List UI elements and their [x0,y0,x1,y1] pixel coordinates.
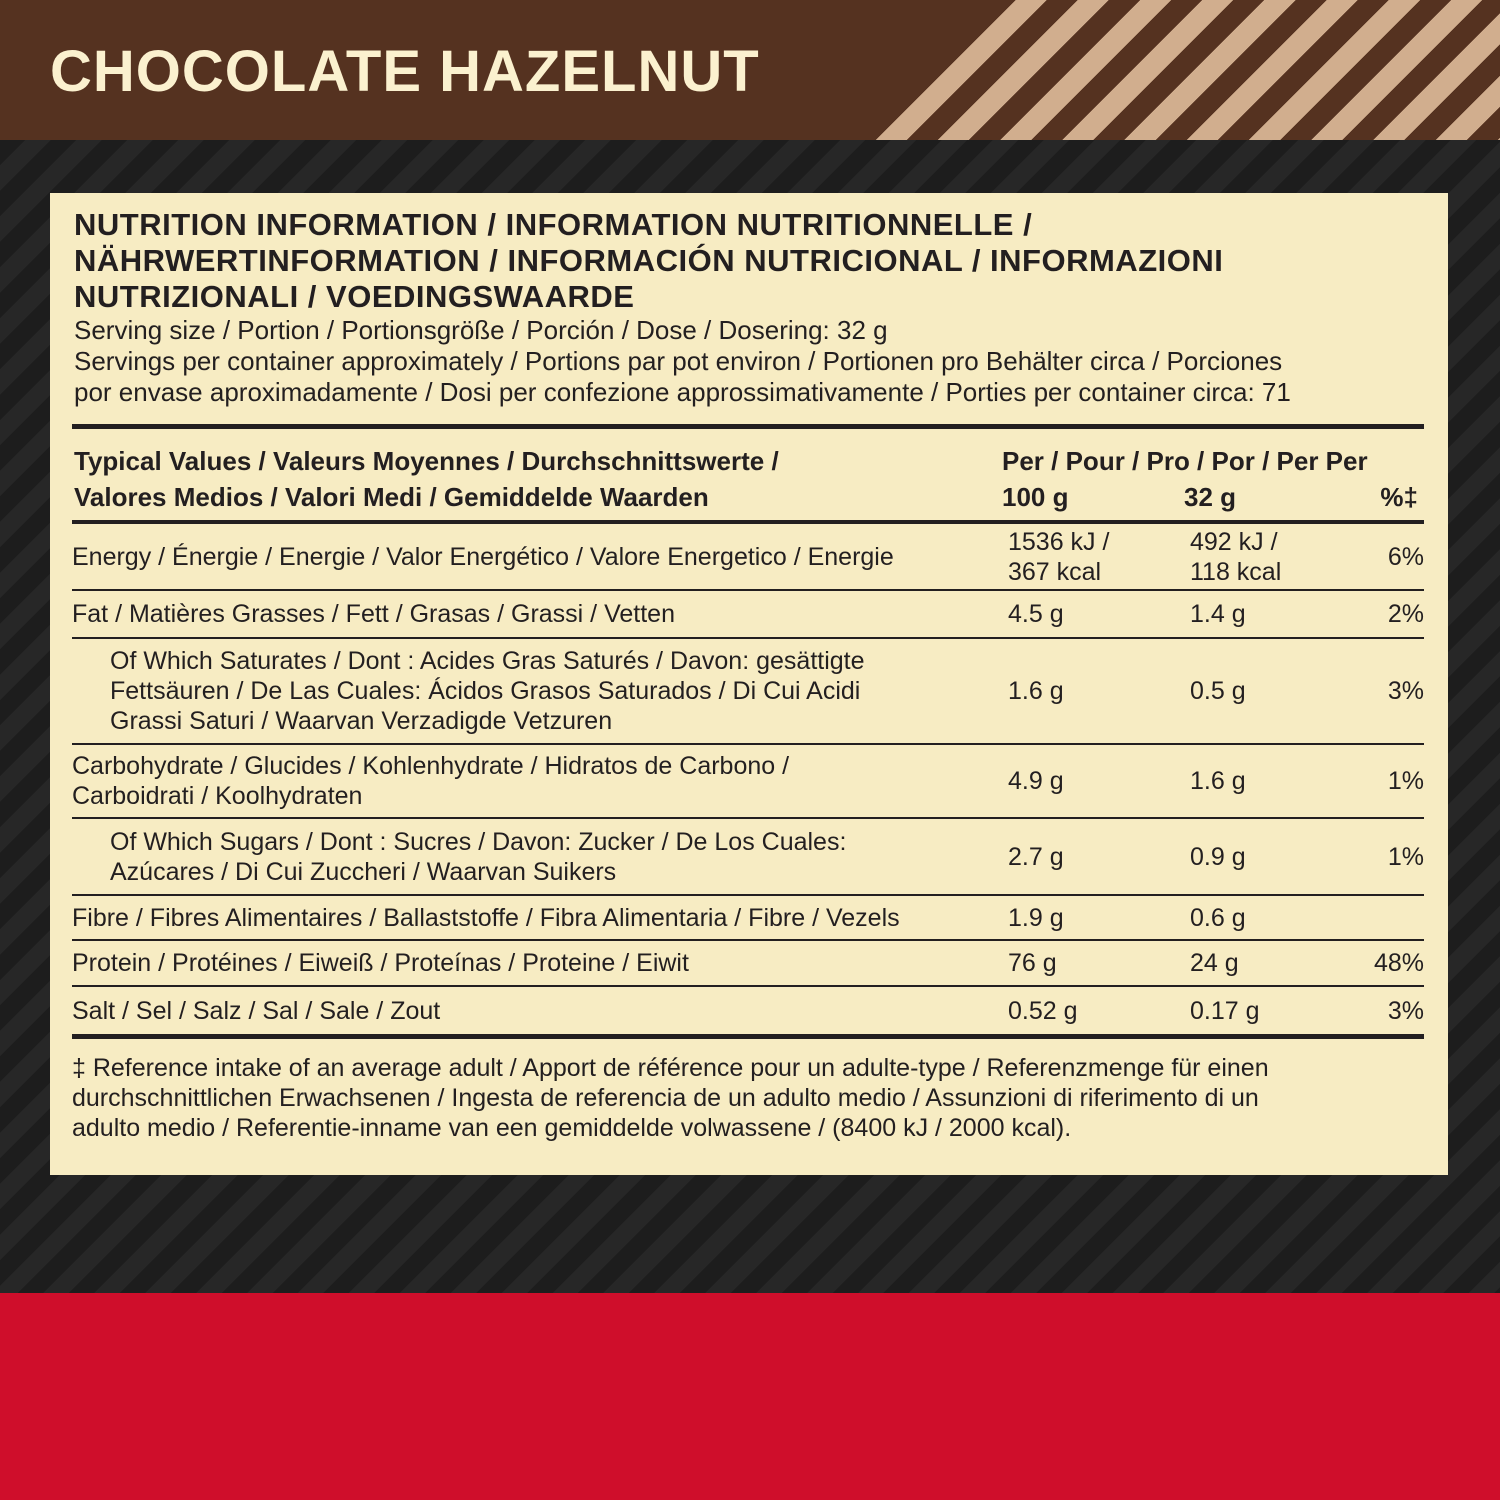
nutrient-label: Of Which Sugars / Dont : Sucres / Davon:… [72,827,1008,887]
nutrition-panel: NUTRITION INFORMATION / INFORMATION NUTR… [50,193,1448,1175]
label-line: Energy / Énergie / Energie / Valor Energ… [72,542,894,571]
header-units: 100 g 32 g %‡ [1002,479,1424,515]
label-line: Carboidrati / Koolhydraten [72,782,363,810]
nutrient-label: Fat / Matières Grasses / Fett / Grasas /… [72,599,1008,629]
table-header: Typical Values / Valeurs Moyennes / Durc… [72,429,1424,524]
product-title: CHOCOLATE HAZELNUT [50,39,760,104]
value-line: 4.5 g [1008,600,1064,628]
heading-line: NUTRITION INFORMATION / INFORMATION NUTR… [74,207,1033,242]
value-line: 0.52 g [1008,996,1078,1025]
nutrient-label: Of Which Saturates / Dont : Acides Gras … [72,646,1008,736]
reference-intake: 6% [1387,542,1424,571]
header-label-line: Valores Medios / Valori Medi / Gemiddeld… [74,482,709,512]
value-line: 0.5 g [1190,677,1246,705]
per-serving: 0.9 g [1190,842,1340,872]
per-100g: 0.52 g [1008,996,1190,1026]
nutrient-row: Fat / Matières Grasses / Fett / Grasas /… [72,591,1424,639]
label-line: Salt / Sel / Salz / Sal / Sale / Zout [72,996,441,1025]
per-serving: 1.6 g [1190,766,1340,796]
per-serving: 24 g [1190,948,1340,978]
per-serving: 1.4 g [1190,599,1340,629]
footnote-line: durchschnittlichen Erwachsenen / Ingesta… [72,1084,1259,1112]
value-line: 1536 kJ / [1008,527,1110,556]
header-unit: %‡ [1380,482,1418,512]
label-line: Fibre / Fibres Alimentaires / Ballaststo… [72,903,900,932]
footnote: ‡ Reference intake of an average adult /… [72,1053,1424,1143]
value-line: 0.9 g [1190,842,1246,871]
table-body: Energy / Énergie / Energie / Valor Energ… [72,524,1424,1034]
header-unit: 100 g [1002,482,1069,512]
header-label: Typical Values / Valeurs Moyennes / Durc… [72,443,1002,520]
value-line: 118 kcal [1190,557,1282,586]
per-serving: 0.5 g [1190,676,1340,706]
reference-intake: 1% [1387,842,1424,871]
serving-info: Serving size / Portion / Portionsgröße /… [74,315,1424,408]
value-line: 4.9 g [1008,767,1064,795]
per-100g: 1.6 g [1008,676,1190,706]
value-line: 1.9 g [1008,903,1064,932]
value-line: 76 g [1008,949,1057,977]
per-100g: 4.9 g [1008,766,1190,796]
header-per: Per / Pour / Pro / Por / Per Per 100 g 32 … [1002,443,1424,520]
label-line: Carbohydrate / Glucides / Kohlenhydrate … [72,752,790,780]
nutrient-row: Carbohydrate / Glucides / Kohlenhydrate … [72,745,1424,819]
per-100g: 76 g [1008,948,1190,978]
per-serving: 492 kJ /118 kcal [1190,527,1340,587]
label-line: Protein / Protéines / Eiweiß / Proteínas… [72,949,689,977]
nutrient-row: Fibre / Fibres Alimentaires / Ballaststo… [72,896,1424,941]
heading-line: NUTRIZIONALI / VOEDINGSWAARDE [74,279,635,314]
label-line: Of Which Saturates / Dont : Acides Gras … [110,647,865,675]
per-100g: 1536 kJ /367 kcal [1008,527,1190,587]
value-line: 24 g [1190,949,1239,977]
nutrient-row: Of Which Saturates / Dont : Acides Gras … [72,639,1424,745]
value-line: 0.17 g [1190,996,1260,1025]
footnote-line: adulto medio / Referentie-inname van een… [72,1114,1072,1142]
value-line: 2.7 g [1008,842,1064,871]
value-line: 367 kcal [1008,557,1102,586]
red-band [0,1293,1500,1500]
nutrition-table: Typical Values / Valeurs Moyennes / Durc… [72,424,1424,1039]
reference-intake: 1% [1387,767,1424,795]
nutrient-row: Protein / Protéines / Eiweiß / Proteínas… [72,941,1424,987]
nutrient-row: Salt / Sel / Salz / Sal / Sale / Zout 0.5… [72,987,1424,1034]
reference-intake: 48% [1373,949,1424,977]
nutrient-label: Energy / Énergie / Energie / Valor Energ… [72,542,1008,572]
header-stripes [860,0,1500,140]
value-line: 492 kJ / [1190,527,1278,556]
header-label-line: Typical Values / Valeurs Moyennes / Durc… [74,446,779,476]
nutrient-label: Fibre / Fibres Alimentaires / Ballaststo… [72,903,1008,933]
reference-intake: 3% [1387,677,1424,705]
nutrient-label: Salt / Sel / Salz / Sal / Sale / Zout [72,996,1008,1026]
value-line: 1.6 g [1008,677,1064,705]
label-line: Azúcares / Di Cui Zuccheri / Waarvan Sui… [110,857,617,886]
header-band: CHOCOLATE HAZELNUT [0,0,1500,140]
reference-intake: 3% [1387,996,1424,1025]
nutrient-label: Carbohydrate / Glucides / Kohlenhydrate … [72,751,1008,811]
nutrient-row: Energy / Énergie / Energie / Valor Energ… [72,524,1424,591]
per-100g: 2.7 g [1008,842,1190,872]
nutrient-row: Of Which Sugars / Dont : Sucres / Davon:… [72,819,1424,896]
serving-line: por envase aproximadamente / Dosi per co… [74,377,1291,407]
label-line: Grassi Saturi / Waarvan Verzadigde Vetzu… [110,707,613,735]
header-unit: 32 g [1184,482,1237,512]
label-line: Of Which Sugars / Dont : Sucres / Davon:… [110,827,847,856]
serving-line: Serving size / Portion / Portionsgröße /… [74,315,888,345]
heading: NUTRITION INFORMATION / INFORMATION NUTR… [74,207,1424,315]
footnote-line: ‡ Reference intake of an average adult /… [72,1054,1269,1082]
header-per-text: Per / Pour / Pro / Por / Per Per [1002,446,1368,476]
per-serving: 0.17 g [1190,996,1340,1026]
serving-line: Servings per container approximately / P… [74,346,1283,376]
nutrient-label: Protein / Protéines / Eiweiß / Proteínas… [72,948,1008,978]
label-line: Fettsäuren / De Las Cuales: Ácidos Graso… [110,677,861,705]
reference-intake: 2% [1387,600,1424,628]
per-100g: 1.9 g [1008,903,1190,933]
per-100g: 4.5 g [1008,599,1190,629]
value-line: 1.6 g [1190,767,1246,795]
per-serving: 0.6 g [1190,903,1340,933]
label-line: Fat / Matières Grasses / Fett / Grasas /… [72,600,675,628]
value-line: 0.6 g [1190,903,1246,932]
heading-line: NÄHRWERTINFORMATION / INFORMACIÓN NUTRIC… [74,243,1224,278]
value-line: 1.4 g [1190,600,1246,628]
